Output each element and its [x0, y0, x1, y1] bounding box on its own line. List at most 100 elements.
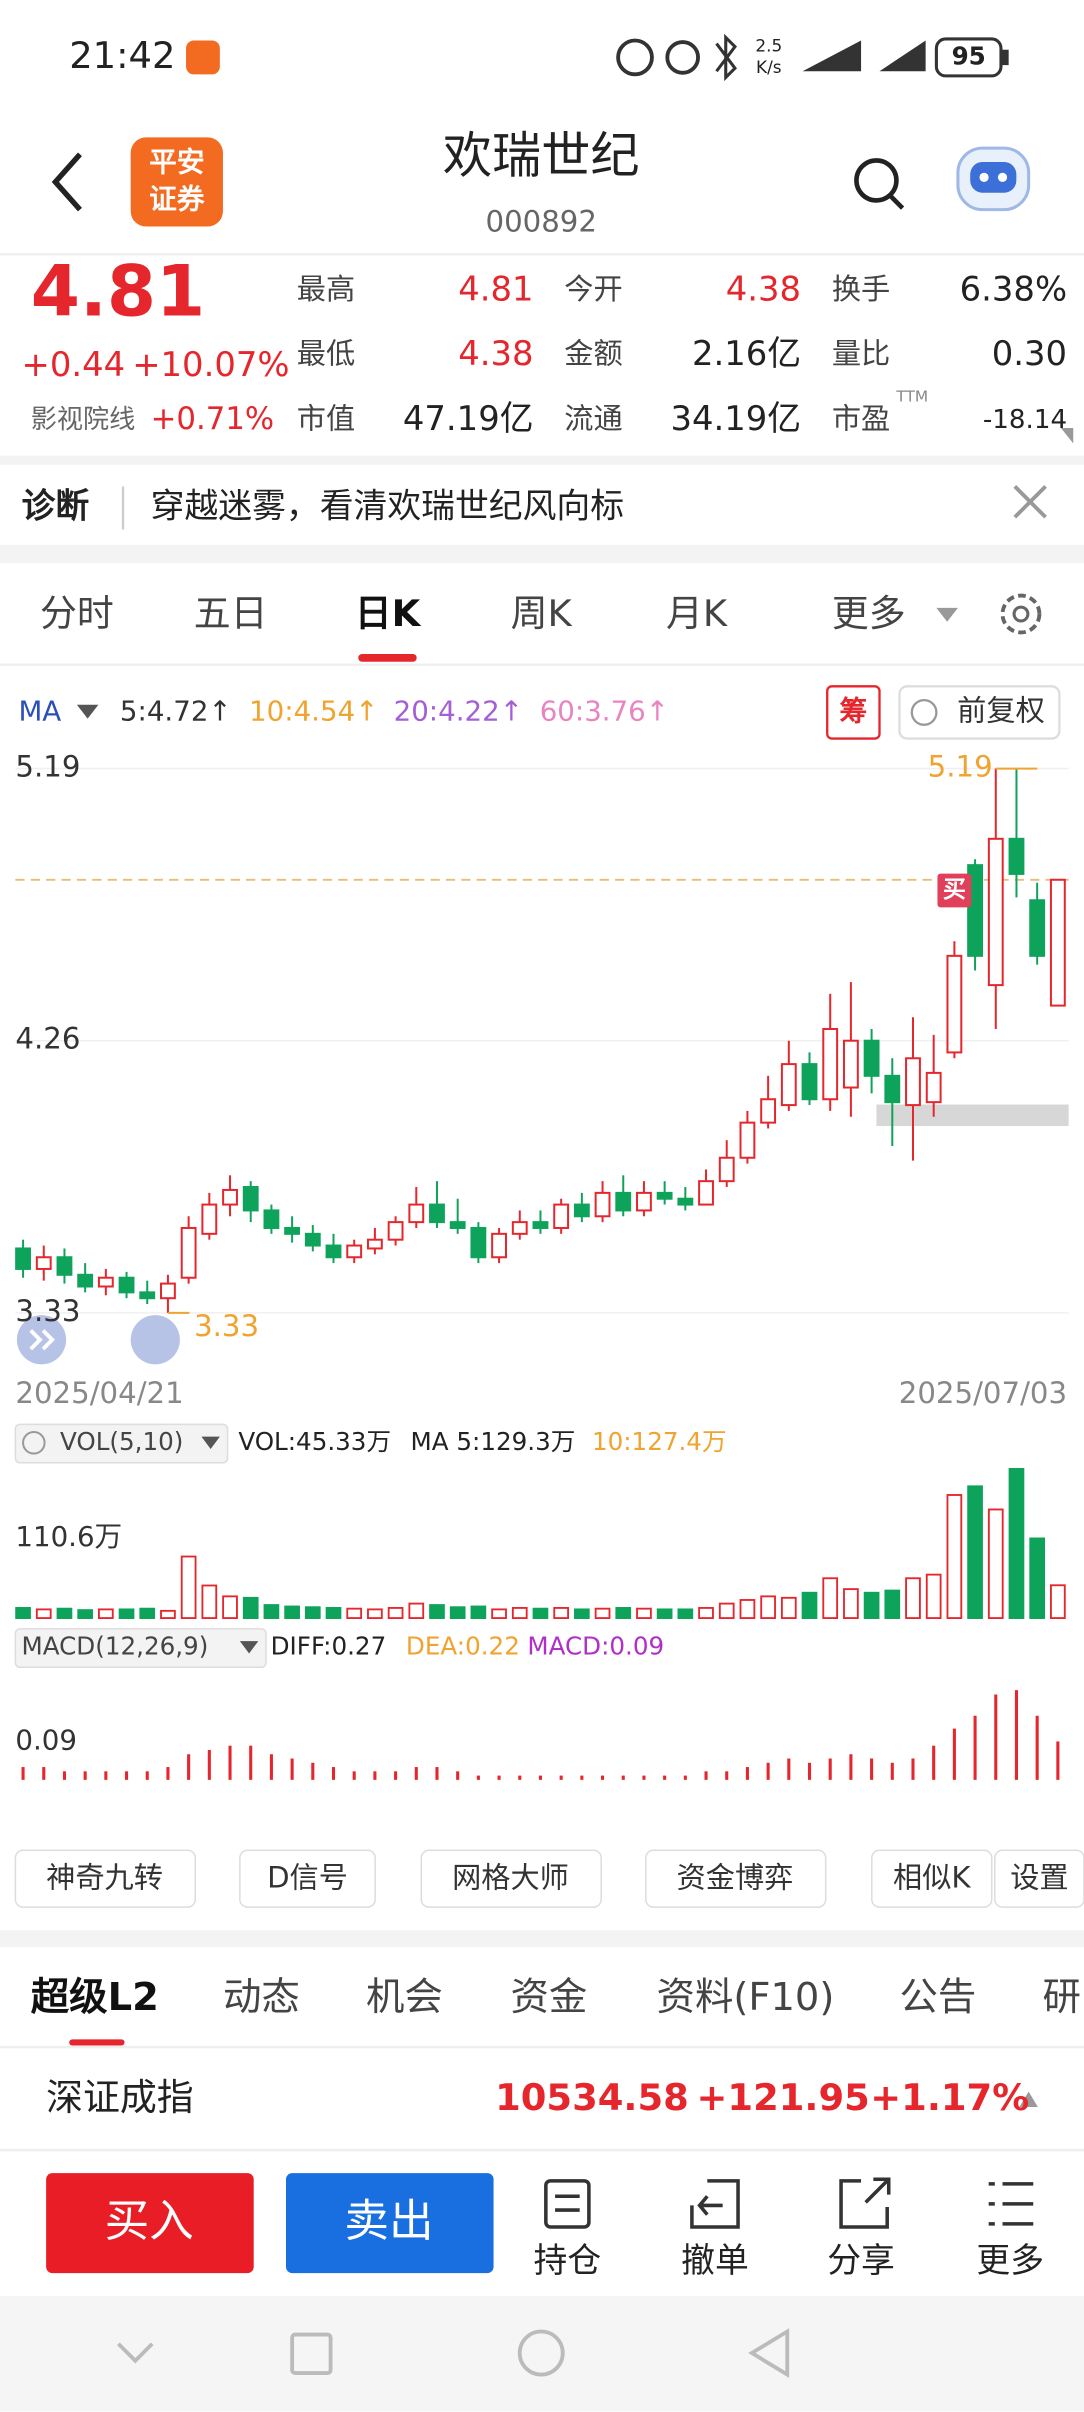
stat-label: 换手: [832, 272, 890, 306]
sell-button[interactable]: [285, 2173, 494, 2274]
bluetooth-icon: [715, 33, 737, 82]
candle-body: [118, 1276, 135, 1294]
diagnosis-text[interactable]: 穿越迷雾，看清欢瑞世纪风向标: [151, 486, 624, 525]
candle-body: [470, 1226, 487, 1259]
candle-body: [739, 1121, 756, 1159]
tool-button[interactable]: [14, 1849, 197, 1908]
action-label[interactable]: 撤单: [681, 2241, 749, 2280]
tool-settings-label[interactable]: 设置: [1010, 1860, 1068, 1894]
chips-button-frame[interactable]: [826, 685, 881, 740]
buy-label[interactable]: 买入: [105, 2195, 194, 2247]
stat-label-sup: TTM: [895, 388, 928, 406]
tool-button[interactable]: [239, 1849, 376, 1908]
tool-label[interactable]: 神奇九转: [46, 1860, 163, 1894]
sector-name[interactable]: 影视院线: [31, 405, 136, 435]
volume-bar: [470, 1605, 487, 1619]
back-button[interactable]: [51, 152, 82, 212]
sell-label[interactable]: 卖出: [344, 2195, 433, 2247]
logo-text: 证券: [149, 182, 205, 215]
volume-bar: [739, 1599, 756, 1619]
stat-label: 今开: [564, 272, 622, 306]
candle-body: [35, 1256, 52, 1270]
info-tab[interactable]: 资金: [510, 1975, 587, 2020]
adjust-button[interactable]: 前复权: [957, 693, 1045, 727]
expand-index[interactable]: [1019, 2091, 1038, 2108]
candle-body: [511, 1221, 528, 1235]
holdings-icon[interactable]: [544, 2179, 591, 2229]
volume-bar: [201, 1584, 218, 1619]
period-tab[interactable]: 周K: [511, 592, 573, 635]
tool-label[interactable]: D信号: [267, 1860, 348, 1894]
candle-body: [56, 1256, 73, 1276]
chips-button[interactable]: 筹: [840, 694, 868, 727]
volume-bar: [1029, 1537, 1046, 1619]
vol-selector[interactable]: [14, 1423, 229, 1464]
info-tab[interactable]: 研: [1042, 1975, 1080, 2020]
more-icon[interactable]: [988, 2182, 1034, 2226]
info-tab[interactable]: 公告: [899, 1975, 976, 2020]
signal-icon: [879, 40, 926, 72]
buy-button[interactable]: [46, 2173, 254, 2274]
volume-bar: [242, 1596, 259, 1619]
buy-marker: [937, 873, 972, 908]
volume-bar: [698, 1607, 714, 1619]
period-tab[interactable]: 日K: [355, 592, 422, 635]
nav-back[interactable]: [748, 2328, 790, 2378]
settings-button[interactable]: [1000, 593, 1042, 635]
vol-tick-label: 110.6万: [15, 1520, 122, 1553]
battery-level: 95: [952, 41, 986, 70]
period-tab[interactable]: 分时: [40, 592, 114, 635]
candle-body: [780, 1063, 797, 1107]
macd-tick-label: 0.09: [15, 1723, 77, 1756]
candle-body: [491, 1232, 507, 1259]
app-notification-icon: [186, 40, 220, 75]
candle-body: [656, 1191, 673, 1200]
candle-body: [573, 1203, 590, 1218]
adjust-button-frame[interactable]: [898, 685, 1061, 740]
broker-logo: [130, 137, 223, 227]
tool-button[interactable]: [420, 1849, 602, 1908]
info-tab[interactable]: 机会: [366, 1975, 443, 2020]
tool-label[interactable]: 相似K: [893, 1860, 971, 1894]
volume-bar: [594, 1607, 611, 1619]
nav-recents[interactable]: [290, 2332, 333, 2375]
macd-selector[interactable]: [14, 1628, 267, 1669]
expand-button[interactable]: [130, 1315, 180, 1365]
nav-collapse[interactable]: [117, 2342, 154, 2364]
share-icon[interactable]: [839, 2177, 891, 2229]
candle-body: [222, 1188, 238, 1206]
period-tab[interactable]: 月K: [666, 592, 728, 635]
close-button[interactable]: [1013, 485, 1047, 519]
tool-button[interactable]: [871, 1849, 993, 1908]
info-tab[interactable]: 超级L2: [31, 1975, 159, 2020]
tool-label[interactable]: 网格大师: [452, 1860, 569, 1894]
action-label[interactable]: 更多: [976, 2241, 1044, 2280]
period-tab[interactable]: 更多: [832, 592, 906, 635]
info-tab[interactable]: 动态: [223, 1975, 300, 2020]
cancel-icon[interactable]: [690, 2179, 740, 2229]
vol-title: VOL(5,10): [60, 1427, 183, 1456]
search-button[interactable]: [854, 158, 899, 203]
tool-label[interactable]: 资金博弈: [677, 1860, 794, 1894]
action-label[interactable]: 分享: [827, 2241, 895, 2280]
info-tab[interactable]: 资料(F10): [657, 1975, 835, 2020]
volume-bar: [511, 1607, 528, 1619]
ma-dropdown[interactable]: [76, 704, 99, 719]
period-tab[interactable]: 五日: [194, 592, 268, 635]
action-label[interactable]: 持仓: [534, 2241, 602, 2280]
tool-button[interactable]: [645, 1849, 827, 1908]
stat-value: 2.16亿: [692, 334, 801, 373]
candle-body: [594, 1191, 611, 1218]
settings-tool-button[interactable]: [994, 1849, 1084, 1908]
settings-core: [1012, 605, 1030, 623]
volume-bar: [35, 1608, 52, 1619]
nav-home[interactable]: [517, 2329, 565, 2377]
ma-value: 60:3.76↑: [540, 694, 669, 727]
candle-body: [532, 1221, 549, 1229]
search-handle: [888, 194, 905, 210]
price-change-pct: +10.07%: [132, 345, 289, 384]
volume-bar: [780, 1596, 797, 1619]
volume-bar: [1008, 1468, 1025, 1619]
stat-value: -18.14: [983, 405, 1067, 435]
